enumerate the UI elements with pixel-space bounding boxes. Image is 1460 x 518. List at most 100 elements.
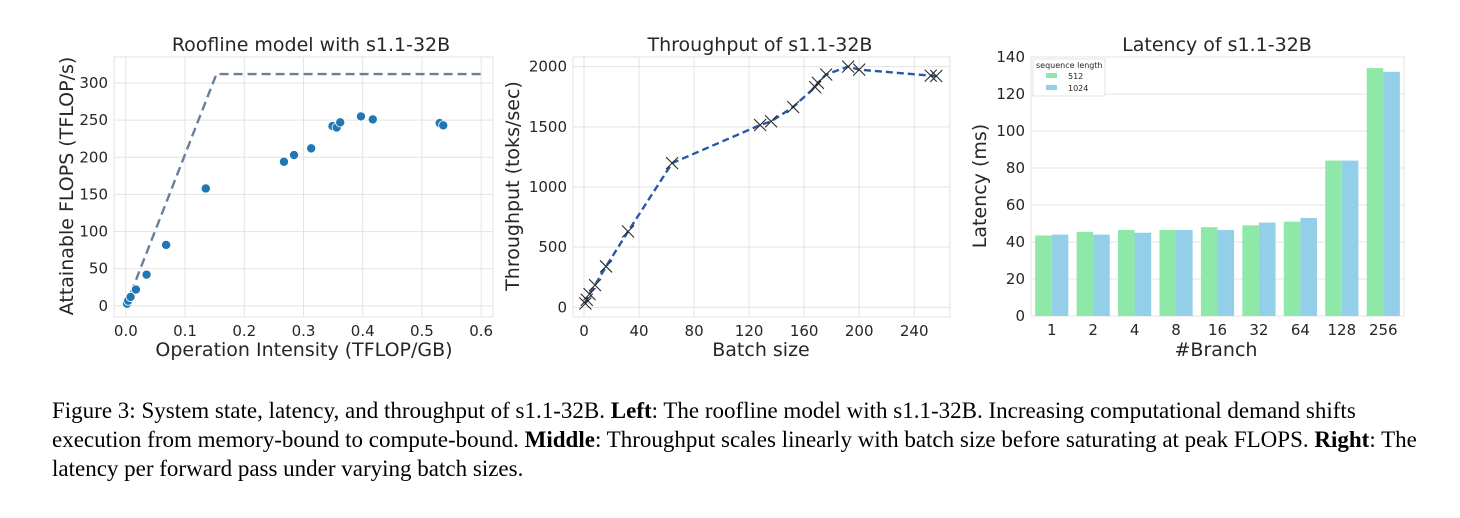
figure-caption: Figure 3: System state, latency, and thr… [52, 396, 1417, 483]
latency-x-tick-label: 64 [1291, 321, 1310, 339]
throughput-x-axis-label: Batch size [712, 339, 810, 361]
caption-left-text: : The roofline model with s1.1-32B. Incr… [52, 398, 1356, 452]
throughput-marker-stroke [578, 297, 592, 310]
caption-intro: System state, latency, and throughput of… [135, 398, 611, 423]
latency-y-tick-label: 100 [996, 122, 1025, 140]
latency-legend: sequence length 512 1024 [1032, 58, 1106, 97]
latency-bar-1024 [1341, 160, 1359, 316]
latency-y-axis-label: Latency (ms) [969, 124, 991, 248]
throughput-x-tick-label: 80 [685, 322, 704, 340]
throughput-y-axis-label: Throughput (toks/sec) [502, 81, 524, 292]
throughput-marker-stroke [924, 69, 938, 83]
throughput-point [621, 225, 635, 238]
latency-bar-512 [1076, 231, 1094, 316]
roofline-point [161, 239, 172, 250]
roofline-point [130, 284, 141, 295]
roofline-chart-title: Roofline model with s1.1-32B [172, 34, 450, 56]
throughput-x-tick-label: 200 [845, 322, 874, 340]
latency-marks [1035, 68, 1400, 316]
roofline-x-tick-label: 0.0 [114, 322, 138, 340]
caption-right-label: Right [1314, 427, 1370, 452]
throughput-x-tick-label: 40 [629, 322, 648, 340]
latency-bar-1024 [1258, 222, 1276, 316]
throughput-series-line [584, 65, 937, 304]
legend-swatch-1024 [1046, 85, 1057, 90]
throughput-point [841, 60, 855, 74]
caption-right-text: : The latency per forward pass under var… [52, 427, 1417, 481]
roofline-x-tick-label: 0.3 [292, 322, 316, 340]
latency-bar-512 [1325, 160, 1342, 316]
latency-bar-1024 [1134, 232, 1152, 316]
throughput-x-tick-label: 240 [900, 322, 929, 340]
roofline-y-tick-label: 250 [79, 111, 108, 129]
latency-y-tick-label: 80 [1006, 159, 1025, 177]
legend-label-512: 512 [1068, 72, 1083, 81]
throughput-y-tick-label: 1500 [529, 118, 567, 136]
throughput-marks [578, 60, 943, 310]
latency-bar-512 [1283, 221, 1301, 316]
throughput-marker-stroke [599, 260, 613, 273]
throughput-point [808, 80, 822, 94]
throughput-x-tick-label: 120 [735, 322, 764, 340]
latency-bar-512 [1366, 68, 1384, 316]
throughput-plot-area [572, 56, 951, 318]
latency-tick-labels: 0 20 40 60 80 100 120 140 1 2 4 8 16 32 64 128 256 [996, 48, 1397, 339]
caption-middle-label: Middle [524, 427, 595, 452]
roofline-point [438, 120, 449, 131]
throughput-point [819, 68, 833, 81]
roofline-tick-labels: 0 50 100 150 200 250 300 0.0 0.1 0.2 0.3 0.4 0.5 0.6 [79, 74, 493, 340]
throughput-point [599, 260, 613, 273]
roofline-y-tick-label: 100 [79, 223, 108, 241]
roofline-y-tick-label: 300 [79, 74, 108, 92]
roofline-x-tick-label: 0.2 [232, 322, 256, 340]
roofline-point [200, 183, 211, 194]
throughput-marker-stroke [786, 100, 800, 114]
throughput-tick-labels: 0 500 1000 1500 2000 0 40 80 120 160 200 240 [529, 58, 929, 340]
latency-x-tick-label: 32 [1249, 321, 1268, 339]
roofline-x-tick-label: 0.1 [173, 322, 197, 340]
roofline-chart: Roofline model with s1.1-32B 0 50 100 150 20… [56, 34, 494, 361]
roofline-marks [122, 72, 482, 309]
legend-title: sequence length [1036, 61, 1103, 70]
throughput-y-tick-label: 0 [557, 298, 567, 316]
throughput-chart: Throughput of s1.1-32B 05001000150020000… [502, 34, 951, 361]
roofline-point [125, 291, 136, 302]
latency-x-tick-label: 2 [1088, 321, 1098, 339]
legend-box [1032, 58, 1106, 97]
latency-x-axis-label: #Branch [1175, 339, 1258, 361]
latency-x-tick-label: 4 [1130, 321, 1140, 339]
throughput-point [588, 278, 602, 292]
throughput-point [578, 297, 592, 310]
throughput-marker-stroke [665, 156, 679, 170]
caption-label: Figure 3: [52, 398, 136, 423]
throughput-marker-stroke [852, 63, 866, 77]
latency-chart-title: Latency of s1.1-32B [1122, 34, 1312, 56]
latency-y-tick-label: 60 [1006, 196, 1025, 214]
caption-middle-text: : Throughput scales linearly with batch … [594, 427, 1315, 452]
throughput-point [764, 115, 778, 128]
roofline-point [335, 117, 346, 128]
throughput-chart-title: Throughput of s1.1-32B [647, 34, 873, 56]
throughput-point [924, 69, 938, 83]
legend-swatch-512 [1046, 73, 1057, 78]
throughput-marker-stroke [764, 115, 778, 128]
latency-x-tick-label: 256 [1369, 321, 1398, 339]
latency-bar-1024 [1300, 217, 1317, 316]
throughput-point [665, 156, 679, 170]
throughput-y-tick-label: 1000 [529, 178, 567, 196]
roofline-point [367, 114, 378, 125]
latency-x-tick-label: 8 [1171, 321, 1181, 339]
latency-x-tick-label: 16 [1208, 321, 1227, 339]
throughput-gridlines [573, 57, 950, 317]
throughput-point [753, 118, 767, 132]
latency-bar-512 [1035, 235, 1052, 316]
throughput-marker-stroke [588, 278, 602, 292]
latency-bar-1024 [1176, 229, 1193, 316]
latency-y-tick-label: 40 [1006, 233, 1025, 251]
latency-y-tick-label: 20 [1006, 270, 1025, 288]
throughput-marker-stroke [841, 60, 855, 74]
latency-bar-1024 [1217, 229, 1235, 316]
throughput-marker-stroke [808, 80, 822, 94]
